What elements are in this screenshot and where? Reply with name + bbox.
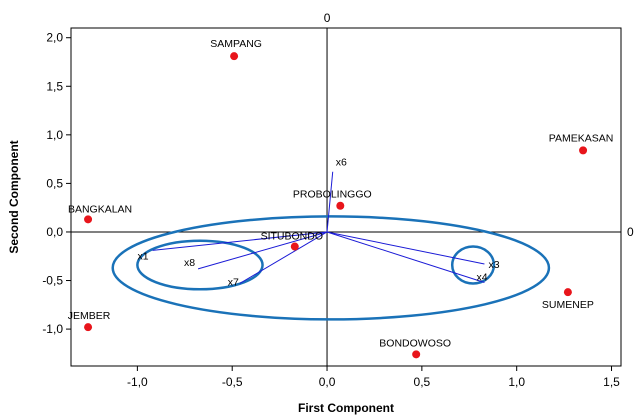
vector-label-x6: x6 [336, 157, 347, 169]
data-point [290, 242, 299, 251]
loading-vector-x6 [326, 171, 334, 233]
y-tick-label: 0,0 [46, 225, 63, 239]
cluster-ellipse [111, 215, 551, 321]
point-label: SUMENEP [542, 299, 594, 311]
data-point [579, 146, 588, 155]
x-tick-label: 0,5 [414, 375, 431, 389]
data-point [563, 288, 572, 297]
x-axis-title: First Component [298, 401, 394, 415]
y-axis-title: Second Component [7, 140, 21, 253]
data-point [84, 323, 93, 332]
cluster-ellipse [450, 245, 496, 285]
x-tick-label: -0,5 [222, 375, 243, 389]
point-label: BANGKALAN [68, 203, 132, 215]
loading-vector-x1 [152, 231, 328, 251]
point-label: BONDOWOSO [379, 337, 451, 349]
point-label: SITUBONDO [261, 231, 323, 243]
data-point [230, 52, 239, 61]
data-point [84, 215, 93, 224]
vector-label-x7: x7 [228, 276, 239, 288]
vector-label-x8: x8 [184, 257, 195, 269]
data-point [336, 201, 345, 210]
x-tick-label: 1,5 [603, 375, 620, 389]
y-tick-label: 1,0 [46, 128, 63, 142]
vector-label-x4: x4 [476, 271, 487, 283]
x-tick-label: 1,0 [508, 375, 525, 389]
vector-label-x1: x1 [137, 250, 148, 262]
y-tick-label: -1,0 [42, 322, 63, 336]
x-reference-label: 0 [324, 11, 331, 25]
loading-vector-x8 [197, 231, 328, 270]
point-label: PAMEKASAN [549, 132, 614, 144]
y-tick-label: -0,5 [42, 274, 63, 288]
plot-area [70, 27, 622, 367]
x-tick-label: 0,0 [319, 375, 336, 389]
loading-vector-x7 [239, 231, 328, 284]
y-tick-label: 0,5 [46, 176, 63, 190]
point-label: JEMBER [68, 310, 111, 322]
y-reference-label: 0 [627, 225, 634, 239]
cluster-ellipse [136, 239, 264, 291]
loading-vector-x3 [326, 231, 485, 265]
loading-vector-x4 [326, 231, 485, 283]
y-tick-label: 1,5 [46, 79, 63, 93]
vector-label-x3: x3 [488, 259, 499, 271]
y-tick-label: 2,0 [46, 31, 63, 45]
point-label: SAMPANG [210, 38, 262, 50]
point-label: PROBOLINGGO [293, 189, 372, 201]
data-point [412, 350, 421, 359]
x-tick-label: -1,0 [127, 375, 148, 389]
